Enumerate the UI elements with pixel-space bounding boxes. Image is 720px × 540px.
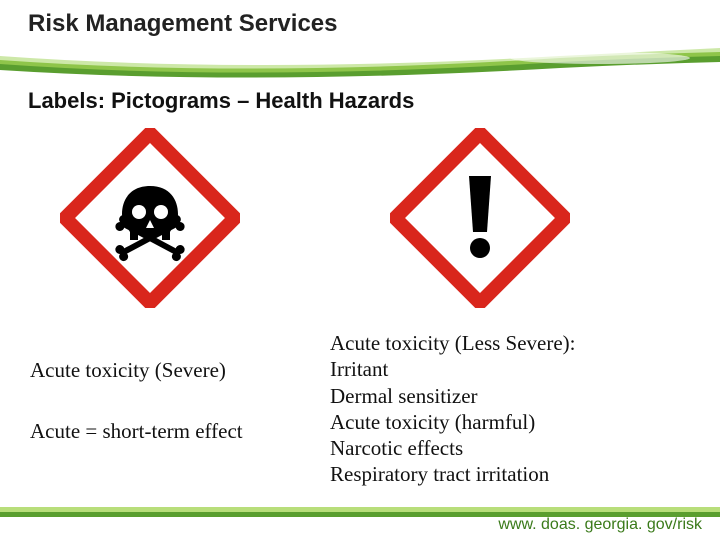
header: Risk Management Services [0, 0, 720, 48]
right-line: Irritant [330, 356, 690, 382]
pictogram-row [0, 128, 720, 308]
header-swoosh [0, 48, 720, 78]
right-line: Acute toxicity (harmful) [330, 409, 690, 435]
right-line: Acute toxicity (Less Severe): [330, 330, 690, 356]
pictogram-exclamation [390, 128, 570, 308]
left-line1: Acute toxicity (Severe) [30, 358, 330, 383]
pictogram-skull [60, 128, 240, 308]
right-line: Respiratory tract irritation [330, 461, 690, 487]
exclamation-icon [469, 176, 491, 258]
left-column: Acute toxicity (Severe) Acute = short-te… [30, 330, 330, 488]
right-column: Acute toxicity (Less Severe): Irritant D… [330, 330, 690, 488]
text-columns: Acute toxicity (Severe) Acute = short-te… [0, 330, 720, 488]
footer-bar [0, 504, 720, 514]
page-title: Risk Management Services [28, 10, 337, 38]
subtitle: Labels: Pictograms – Health Hazards [0, 78, 720, 122]
footer-url: www. doas. georgia. gov/risk [498, 516, 702, 534]
right-line: Dermal sensitizer [330, 383, 690, 409]
left-line2: Acute = short-term effect [30, 419, 330, 444]
right-line: Narcotic effects [330, 435, 690, 461]
